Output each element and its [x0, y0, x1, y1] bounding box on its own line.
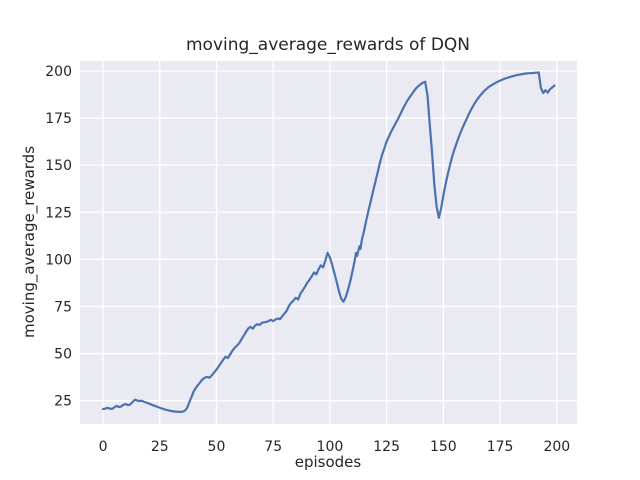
y-tick-label: 50 [54, 347, 72, 363]
x-tick-label: 50 [208, 439, 226, 455]
x-axis-label: episodes [295, 453, 362, 471]
x-tick-label: 75 [264, 439, 282, 455]
y-axis-label: moving_average_rewards [20, 146, 39, 338]
y-tick-label: 175 [45, 111, 72, 127]
x-tick-label: 125 [373, 439, 400, 455]
y-tick-label: 150 [45, 158, 72, 174]
x-tick-label: 0 [99, 439, 108, 455]
x-tick-label: 200 [543, 439, 570, 455]
chart-title: moving_average_rewards of DQN [186, 35, 470, 55]
reward-line [101, 71, 556, 413]
y-tick-label: 200 [45, 64, 72, 80]
x-tick-label: 175 [487, 439, 514, 455]
y-tick-label: 75 [54, 299, 72, 315]
y-tick-label: 100 [45, 252, 72, 268]
x-tick-label: 25 [151, 439, 169, 455]
y-tick-label: 125 [45, 205, 72, 221]
x-tick-label: 150 [430, 439, 457, 455]
y-tick-label: 25 [54, 394, 72, 410]
x-tick-label: 100 [317, 439, 344, 455]
plot-area [80, 61, 577, 424]
